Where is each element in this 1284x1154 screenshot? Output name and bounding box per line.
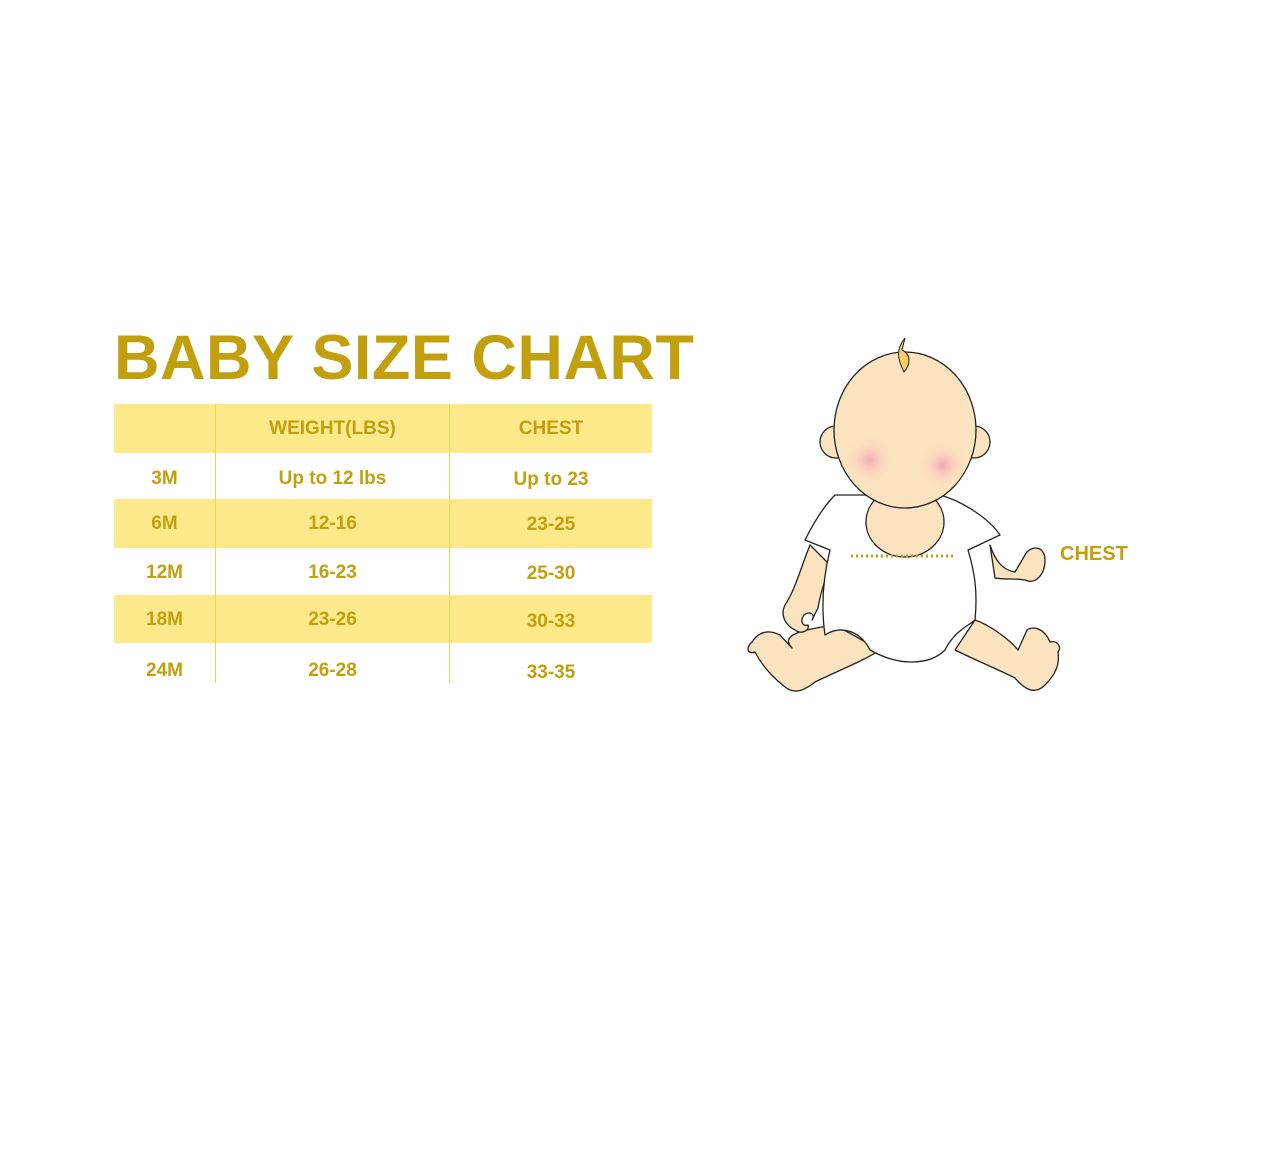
size-table: WEIGHT(LBS) CHEST 3M Up to 12 lbs Up to …	[114, 404, 652, 683]
table-row: 18M 23-26 30-33	[114, 595, 652, 643]
size-cell: 24M	[114, 643, 216, 683]
size-cell: 6M	[114, 499, 216, 548]
chest-cell: Up to 23	[513, 469, 589, 490]
baby-left-leg	[747, 624, 881, 692]
header-chest: CHEST	[518, 418, 584, 439]
size-cell: 3M	[114, 453, 216, 499]
page-title: BABY SIZE CHART	[114, 323, 695, 393]
weight-cell: 26-28	[216, 643, 450, 683]
baby-left-arm	[782, 544, 831, 633]
baby-right-leg	[954, 619, 1061, 691]
baby-illustration	[747, 337, 1061, 692]
chest-cell: 23-25	[526, 514, 576, 535]
table-header: WEIGHT(LBS) CHEST	[114, 404, 652, 453]
size-cell: 18M	[114, 595, 216, 643]
table-row: 3M Up to 12 lbs Up to 23	[114, 453, 652, 499]
blush-left	[845, 435, 895, 485]
weight-cell: 23-26	[216, 595, 450, 643]
header-weight: WEIGHT(LBS)	[216, 404, 450, 453]
chest-cell: 30-33	[526, 611, 576, 632]
weight-cell: 12-16	[216, 499, 450, 548]
table-row: 6M 12-16 23-25	[114, 499, 652, 548]
size-cell: 12M	[114, 548, 216, 595]
baby-onesie	[804, 494, 1001, 663]
weight-cell: 16-23	[216, 548, 450, 595]
chest-label: CHEST	[1060, 543, 1128, 565]
table-row: 24M 26-28 33-35	[114, 643, 652, 683]
baby-hair-curl	[898, 337, 910, 373]
chest-cell: 25-30	[526, 563, 576, 584]
table-row: 12M 16-23 25-30	[114, 548, 652, 595]
weight-cell: Up to 12 lbs	[216, 453, 450, 499]
blush-right	[918, 440, 968, 490]
baby-right-arm	[989, 544, 1046, 582]
header-size	[114, 404, 216, 453]
chest-cell: 33-35	[526, 662, 576, 683]
